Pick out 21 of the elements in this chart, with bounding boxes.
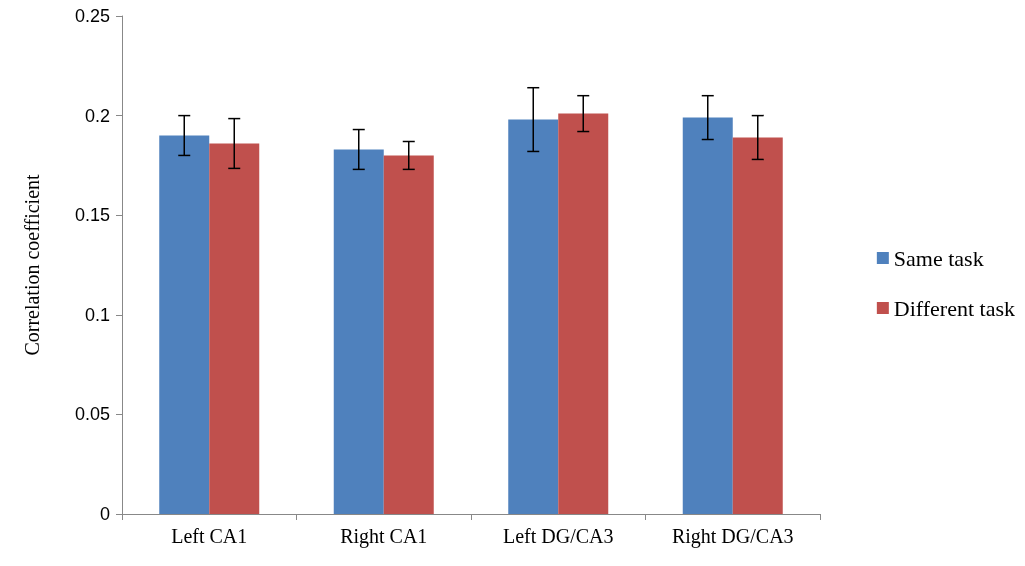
- bar: [383, 155, 434, 514]
- bar: [508, 119, 559, 514]
- bar: [682, 117, 733, 514]
- bar: [159, 135, 210, 514]
- bar: [333, 149, 384, 514]
- y-axis-title: Correlation coefficient: [21, 173, 43, 356]
- y-tick-label: 0: [99, 504, 110, 524]
- x-tick-label: Right CA1: [340, 525, 428, 548]
- x-tick-label: Right DG/CA3: [671, 525, 794, 548]
- legend-label: Same task: [893, 245, 984, 271]
- x-tick-label: Left CA1: [171, 525, 248, 547]
- x-tick-label: Left DG/CA3: [502, 525, 614, 547]
- y-tick-label: 0.2: [84, 105, 110, 126]
- legend-label: Different task: [893, 295, 1016, 321]
- bar: [732, 137, 783, 514]
- bar: [558, 113, 609, 514]
- y-tick-label: 0.15: [74, 205, 110, 226]
- bar: [209, 143, 260, 514]
- y-tick-label: 0.25: [74, 6, 110, 26]
- y-tick-label: 0.05: [74, 404, 110, 425]
- y-tick-label: 0.1: [84, 304, 110, 325]
